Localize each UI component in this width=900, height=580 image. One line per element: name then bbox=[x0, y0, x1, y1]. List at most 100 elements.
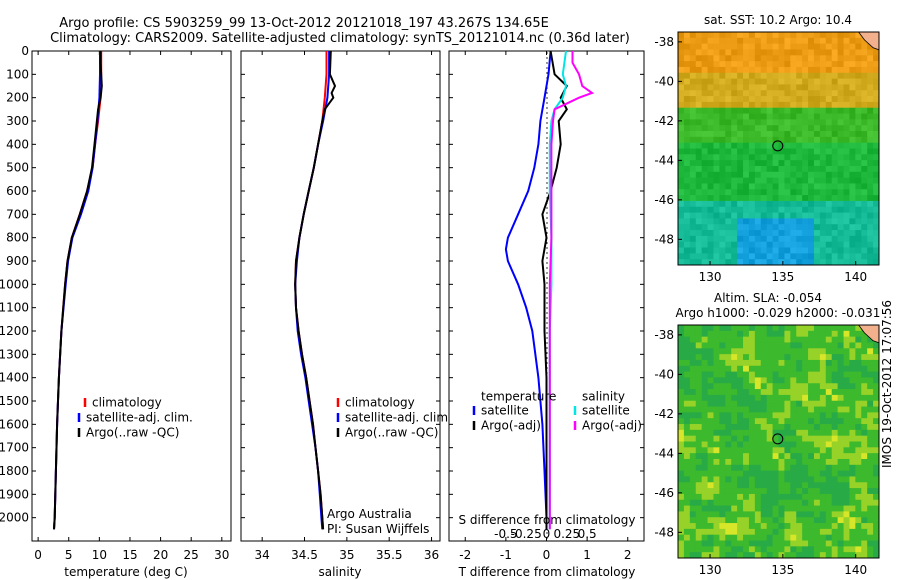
heatmap-cell bbox=[760, 412, 768, 419]
heatmap-cell bbox=[825, 37, 833, 45]
heatmap-cell bbox=[837, 453, 845, 460]
heatmap-cell bbox=[754, 96, 762, 103]
heatmap-cell bbox=[695, 517, 703, 524]
heatmap-cell bbox=[837, 241, 845, 249]
heatmap-cell bbox=[849, 148, 856, 155]
heatmap-cell bbox=[813, 359, 821, 367]
heatmap-cell bbox=[707, 517, 714, 524]
heatmap-cell bbox=[837, 235, 845, 243]
heatmap-cell bbox=[873, 183, 879, 190]
depth-tick-label: 1500 bbox=[0, 394, 29, 408]
heatmap-cell bbox=[689, 325, 697, 332]
heatmap-cell bbox=[831, 66, 839, 74]
heatmap-cell bbox=[802, 189, 809, 196]
heatmap-cell bbox=[731, 200, 738, 208]
heatmap-cell bbox=[760, 259, 768, 265]
heatmap-cell bbox=[790, 406, 797, 413]
heatmap-cell bbox=[695, 32, 703, 39]
heatmap-cell bbox=[825, 61, 833, 68]
heatmap-cell bbox=[737, 400, 744, 408]
heatmap-cell bbox=[737, 552, 744, 558]
heatmap-cell bbox=[873, 107, 879, 115]
heatmap-cell bbox=[719, 476, 726, 483]
heatmap-cell bbox=[678, 534, 685, 542]
heatmap-cell bbox=[819, 365, 827, 373]
heatmap-cell bbox=[701, 354, 709, 361]
heatmap-cell bbox=[678, 389, 685, 396]
heatmap-cell bbox=[855, 325, 862, 332]
heatmap-cell bbox=[678, 476, 685, 483]
heatmap-cell bbox=[837, 394, 845, 402]
heatmap-cell bbox=[701, 458, 709, 466]
heatmap-cell bbox=[743, 412, 750, 419]
heatmap-cell bbox=[784, 55, 791, 62]
heatmap-cell bbox=[837, 259, 845, 265]
heatmap-cell bbox=[731, 189, 738, 196]
argo-location-marker bbox=[772, 433, 784, 445]
heatmap-cell bbox=[689, 365, 697, 373]
heatmap-cell bbox=[701, 200, 709, 208]
heatmap-cell bbox=[689, 493, 697, 501]
heatmap-cell bbox=[683, 195, 691, 202]
heatmap-cell bbox=[689, 247, 697, 254]
heatmap-cell bbox=[861, 336, 868, 343]
heatmap-cell bbox=[719, 511, 726, 518]
heatmap-cell bbox=[760, 78, 768, 85]
heatmap-cell bbox=[725, 348, 732, 355]
heatmap-cell bbox=[843, 359, 850, 367]
salinity-x-axis: 34 34.5 35 35.5 36 bbox=[255, 51, 439, 562]
heatmap-cell bbox=[737, 377, 744, 384]
heatmap-cell bbox=[743, 488, 750, 495]
heatmap-cell bbox=[837, 482, 845, 489]
heatmap-cell bbox=[725, 435, 732, 443]
heatmap-cell bbox=[784, 447, 791, 454]
heatmap-cell bbox=[695, 136, 703, 144]
heatmap-cell bbox=[713, 90, 720, 97]
heatmap-cell bbox=[713, 540, 720, 547]
heatmap-cell bbox=[819, 107, 827, 115]
heatmap-cell bbox=[766, 200, 774, 208]
heatmap-cell bbox=[743, 160, 750, 167]
heatmap-cell bbox=[855, 429, 862, 437]
heatmap-cell bbox=[683, 78, 691, 85]
heatmap-cell bbox=[737, 253, 744, 260]
heatmap-cell bbox=[772, 342, 779, 349]
heatmap-cell bbox=[707, 342, 714, 349]
heatmap-cell bbox=[713, 482, 720, 489]
heatmap-cell bbox=[713, 389, 720, 396]
heatmap-cell bbox=[778, 424, 785, 431]
heatmap-cell bbox=[725, 336, 732, 343]
heatmap-cell bbox=[695, 177, 703, 184]
heatmap-cell bbox=[695, 354, 703, 361]
heatmap-cell bbox=[802, 230, 809, 237]
heatmap-cell bbox=[825, 523, 833, 530]
heatmap-cell bbox=[743, 72, 750, 80]
heatmap-cell bbox=[701, 247, 709, 254]
heatmap-cell bbox=[808, 78, 815, 85]
heatmap-cell bbox=[766, 206, 774, 214]
heatmap-cell bbox=[873, 383, 879, 390]
heatmap-cell bbox=[689, 84, 697, 91]
heatmap-cell bbox=[819, 235, 827, 243]
heatmap-cell bbox=[831, 61, 839, 68]
heatmap-cell bbox=[754, 66, 762, 74]
depth-tick-label: 1300 bbox=[0, 347, 29, 361]
heatmap-cell bbox=[837, 55, 845, 62]
heatmap-cell bbox=[683, 206, 691, 214]
heatmap-cell bbox=[813, 435, 821, 443]
heatmap-cell bbox=[825, 435, 833, 443]
heatmap-cell bbox=[819, 359, 827, 367]
heatmap-cell bbox=[784, 534, 791, 542]
heatmap-cell bbox=[748, 72, 756, 80]
heatmap-cell bbox=[861, 517, 868, 524]
heatmap-cell bbox=[855, 499, 862, 507]
heatmap-cell bbox=[796, 90, 803, 97]
heatmap-cell bbox=[701, 330, 709, 338]
heatmap-cell bbox=[719, 101, 726, 109]
heatmap-cell bbox=[831, 464, 839, 472]
heatmap-cell bbox=[819, 37, 827, 45]
heatmap-cell bbox=[689, 330, 697, 338]
heatmap-cell bbox=[813, 336, 821, 343]
heatmap-cell bbox=[731, 534, 738, 542]
heatmap-cell bbox=[737, 235, 744, 243]
